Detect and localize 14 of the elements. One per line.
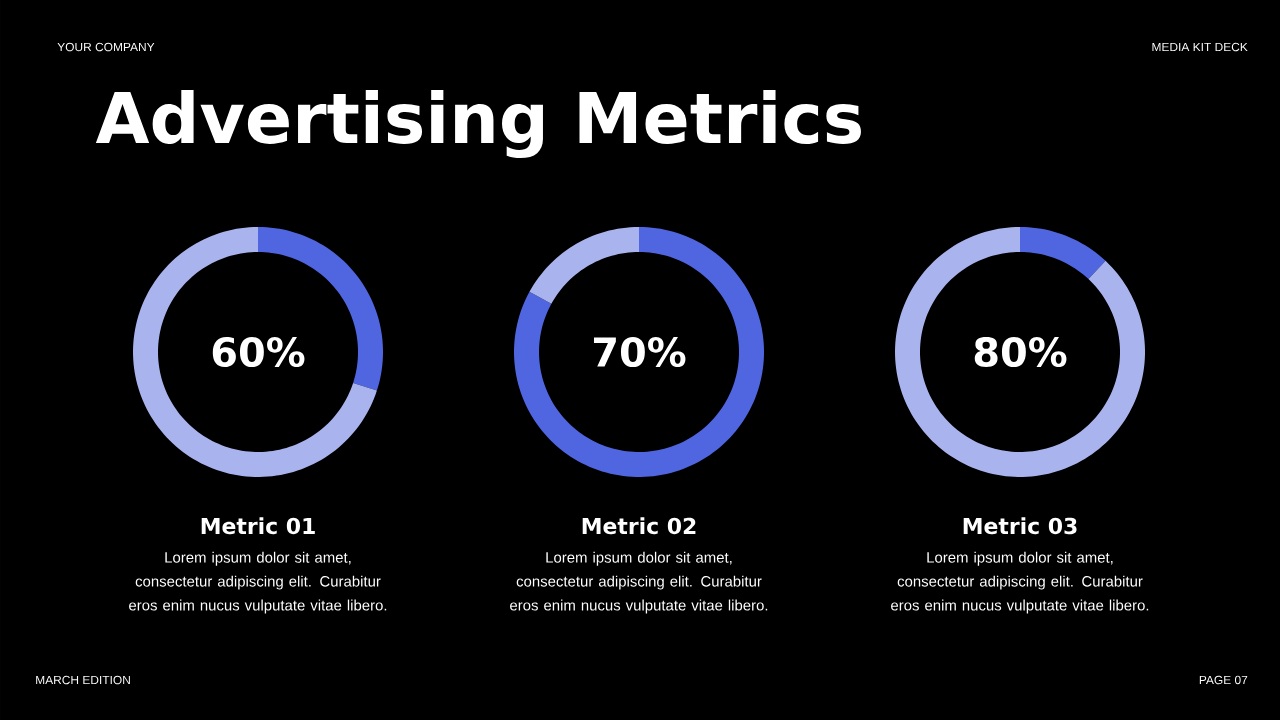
text: MEDIA KIT DECK [1152,42,1248,52]
text: Lorem ipsum dolor sit amet, consectetur adipiscing elit. Curabitur eros enim nucus vulputate vitae libero. [510,551,768,614]
text: Metric 03 [963,517,1077,535]
text: 60% [212,336,305,368]
text: Lorem ipsum dolor sit amet, consectetur adipiscing elit. Curabitur eros enim nucus vulputate vitae libero. [891,551,1149,614]
text: PAGE 07 [1199,675,1248,685]
text: Metric 02 [582,517,696,535]
text: Metric 01 [201,517,315,535]
text: MARCH EDITION [36,675,130,685]
text: Lorem ipsum dolor sit amet, consectetur adipiscing elit. Curabitur eros enim nucus vulputate vitae libero. [129,551,387,614]
text: Advertising Metrics [95,89,861,158]
text: 80% [974,336,1067,368]
text: 70% [593,336,686,368]
text: YOUR COMPANY [57,42,155,52]
